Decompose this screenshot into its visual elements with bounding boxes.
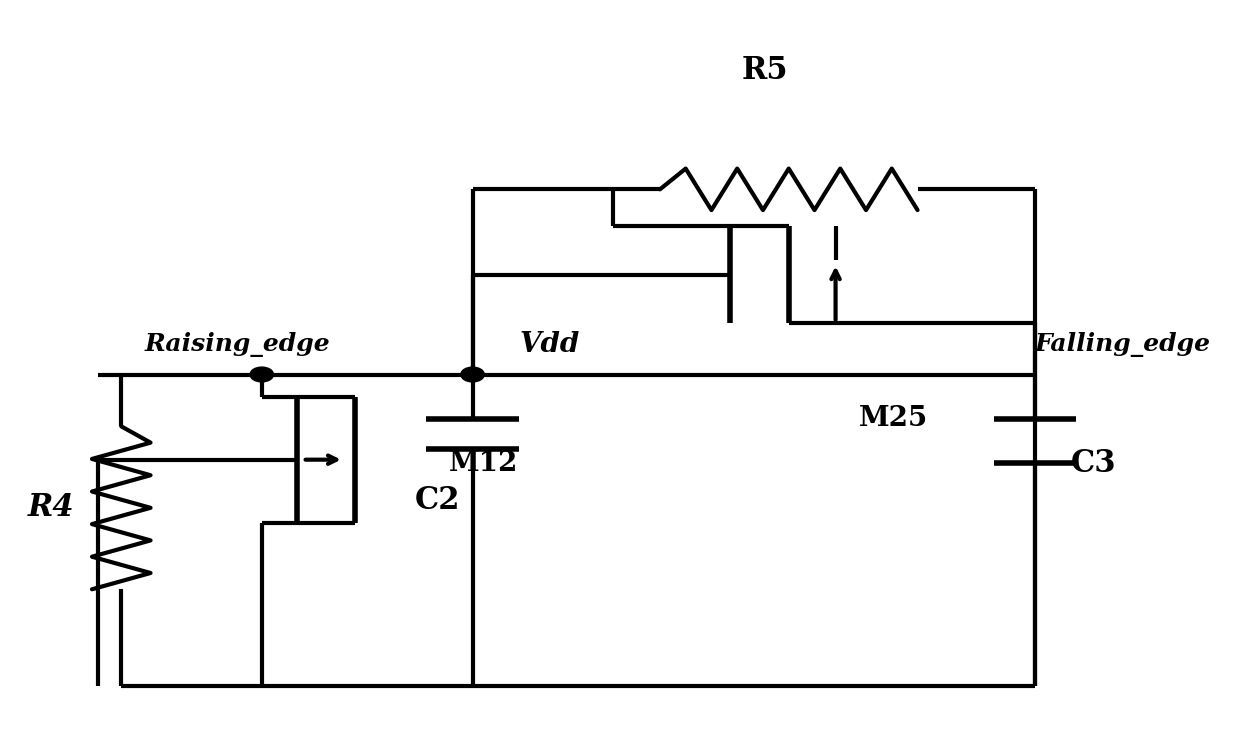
Text: C2: C2 <box>414 485 460 516</box>
Circle shape <box>461 367 485 382</box>
Text: Raising_edge: Raising_edge <box>145 333 330 357</box>
Text: M25: M25 <box>859 405 929 432</box>
Text: M12: M12 <box>449 450 518 477</box>
Text: R5: R5 <box>742 55 789 86</box>
Text: C3: C3 <box>1070 448 1116 479</box>
Text: Vdd: Vdd <box>520 331 579 358</box>
Text: Falling_edge: Falling_edge <box>1034 333 1210 357</box>
Circle shape <box>250 367 274 382</box>
Text: R4: R4 <box>27 492 74 524</box>
